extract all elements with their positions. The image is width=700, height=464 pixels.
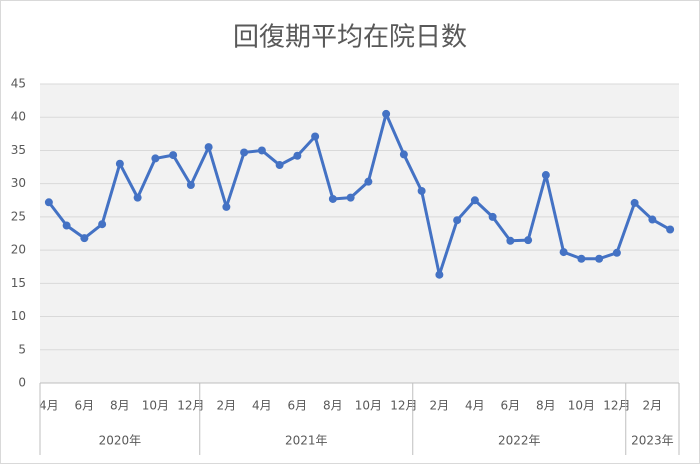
x-group-label: 2021年 (285, 434, 328, 448)
data-point (541, 171, 550, 180)
x-tick-label: 2月 (430, 399, 450, 413)
y-tick-label: 35 (11, 143, 26, 157)
y-tick-label: 30 (11, 176, 26, 190)
y-tick-label: 10 (11, 309, 26, 323)
data-point (222, 202, 231, 211)
x-tick-label: 6月 (288, 399, 308, 413)
data-point (169, 151, 178, 160)
x-tick-label: 6月 (75, 399, 95, 413)
data-point (346, 193, 355, 202)
y-tick-label: 20 (11, 243, 26, 257)
data-point (506, 236, 515, 245)
x-tick-label: 10月 (355, 399, 382, 413)
data-point (98, 220, 107, 229)
data-point (80, 234, 89, 243)
y-tick-label: 15 (11, 276, 26, 290)
data-point (399, 150, 408, 159)
x-tick-label: 10月 (142, 399, 169, 413)
x-tick-label: 2月 (217, 399, 237, 413)
x-tick-label: 8月 (536, 399, 556, 413)
x-tick-label: 4月 (39, 399, 59, 413)
data-point (275, 161, 284, 170)
x-tick-label: 6月 (501, 399, 521, 413)
data-point (44, 198, 53, 207)
data-point (453, 216, 462, 225)
data-point (115, 159, 124, 168)
data-point (559, 248, 568, 257)
x-tick-label: 8月 (110, 399, 130, 413)
data-point (666, 225, 675, 234)
data-point (240, 148, 249, 157)
x-group-label: 2023年 (631, 434, 674, 448)
data-point (595, 254, 604, 263)
data-point (204, 143, 213, 152)
x-group-label: 2020年 (99, 434, 142, 448)
data-point (648, 215, 657, 224)
data-point (612, 248, 621, 257)
y-tick-label: 5 (18, 342, 26, 356)
data-point (364, 177, 373, 186)
x-tick-label: 4月 (465, 399, 485, 413)
x-tick-label: 8月 (323, 399, 343, 413)
y-tick-label: 40 (11, 110, 26, 124)
y-tick-label: 45 (11, 77, 26, 91)
data-point (435, 270, 444, 279)
data-point (62, 221, 71, 230)
data-point (382, 109, 391, 118)
x-group-label: 2022年 (498, 434, 541, 448)
data-point (257, 146, 266, 155)
data-point (186, 180, 195, 189)
x-tick-label: 12月 (603, 399, 630, 413)
y-tick-label: 0 (18, 376, 26, 390)
data-point (293, 151, 302, 160)
data-point (417, 186, 426, 195)
data-point (488, 212, 497, 221)
x-tick-label: 2月 (643, 399, 663, 413)
data-point (524, 236, 533, 245)
data-point (328, 194, 337, 203)
y-tick-label: 25 (11, 209, 26, 223)
x-tick-label: 12月 (390, 399, 417, 413)
data-point (311, 132, 320, 141)
data-point (470, 196, 479, 205)
x-tick-label: 12月 (177, 399, 204, 413)
data-point (133, 193, 142, 202)
data-point (577, 254, 586, 263)
data-point (630, 198, 639, 207)
x-tick-label: 4月 (252, 399, 272, 413)
x-tick-label: 10月 (568, 399, 595, 413)
chart-title: 回復期平均在院日数 (233, 23, 467, 53)
plot-area (40, 84, 679, 383)
data-point (151, 154, 160, 163)
